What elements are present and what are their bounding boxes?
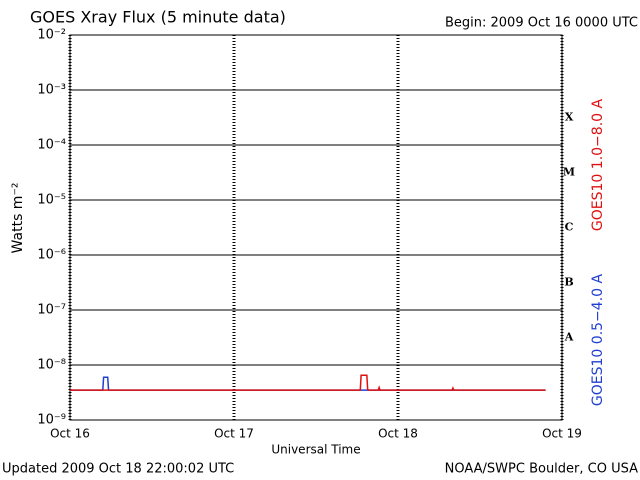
plot-frame — [69, 34, 563, 421]
flare-class-label: C — [565, 221, 574, 234]
y-tick-label: 10⁻⁵ — [37, 193, 66, 208]
y-tick-label: 10⁻⁹ — [37, 413, 66, 428]
flare-class-label: A — [564, 331, 574, 344]
y-tick-label: 10⁻² — [37, 28, 66, 43]
source-label: NOAA/SWPC Boulder, CO USA — [445, 462, 638, 477]
chart-title: GOES Xray Flux (5 minute data) — [30, 8, 286, 27]
series-line — [70, 374, 546, 391]
y-tick-label: 10⁻⁷ — [37, 303, 66, 318]
x-axis-label: Universal Time — [271, 443, 360, 457]
x-tick-label: Oct 18 — [378, 427, 418, 441]
begin-label: Begin: 2009 Oct 16 0000 UTC — [445, 16, 638, 31]
y-tick-label: 10⁻⁸ — [37, 358, 66, 373]
x-tick-label: Oct 17 — [214, 427, 254, 441]
flare-class-label: B — [564, 276, 573, 289]
y-axis-label: Watts m⁻² — [10, 183, 26, 254]
flare-class-label: M — [563, 166, 575, 179]
legend-entry: GOES10 1.0−8.0 A — [590, 99, 606, 232]
updated-label: Updated 2009 Oct 18 22:00:02 UTC — [2, 462, 234, 477]
y-tick-label: 10⁻³ — [37, 83, 66, 98]
y-tick-label: 10⁻⁴ — [37, 138, 66, 153]
legend-entry: GOES10 0.5−4.0 A — [590, 274, 606, 407]
x-tick-label: Oct 19 — [542, 427, 582, 441]
series-line — [70, 376, 546, 391]
x-tick-label: Oct 16 — [50, 427, 90, 441]
flare-class-label: X — [565, 111, 574, 124]
y-tick-label: 10⁻⁶ — [37, 248, 66, 263]
